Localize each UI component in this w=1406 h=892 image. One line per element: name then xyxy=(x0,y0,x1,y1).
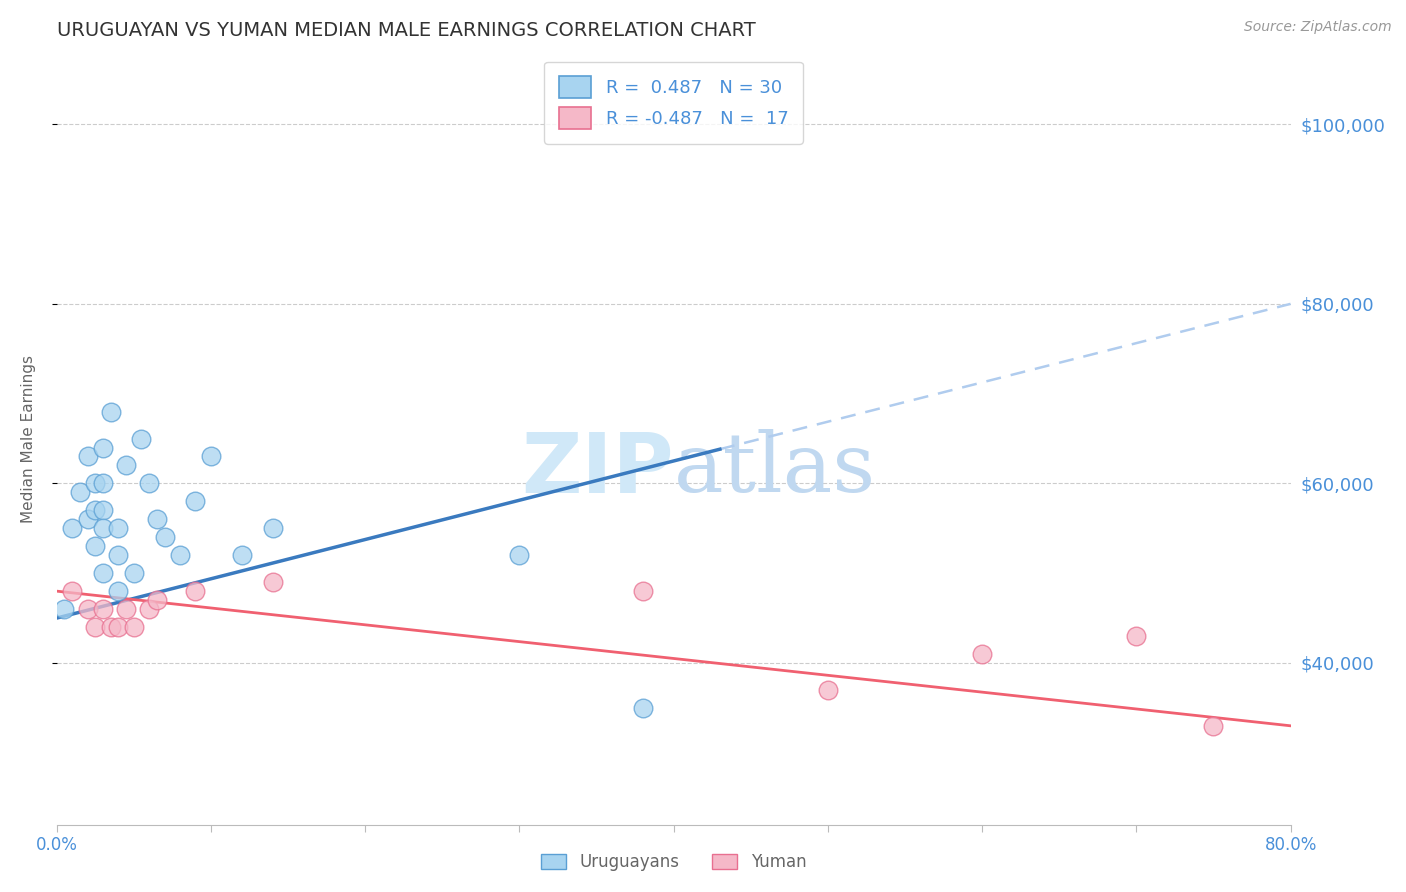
Y-axis label: Median Male Earnings: Median Male Earnings xyxy=(21,354,35,523)
Point xyxy=(184,584,207,599)
Point xyxy=(107,584,129,599)
Point xyxy=(138,476,160,491)
Point xyxy=(146,593,169,607)
Point xyxy=(508,548,530,562)
Text: Source: ZipAtlas.com: Source: ZipAtlas.com xyxy=(1244,20,1392,34)
Point xyxy=(84,476,107,491)
Point xyxy=(107,521,129,535)
Point xyxy=(69,485,91,500)
Point xyxy=(122,566,145,581)
Point xyxy=(84,620,107,634)
Point xyxy=(76,602,98,616)
Point xyxy=(100,404,122,418)
Point xyxy=(91,441,114,455)
Point xyxy=(60,521,83,535)
Point xyxy=(131,432,153,446)
Point xyxy=(60,584,83,599)
Point xyxy=(146,512,169,526)
Point xyxy=(231,548,253,562)
Point xyxy=(107,620,129,634)
Point xyxy=(153,530,176,544)
Point xyxy=(631,701,654,715)
Point xyxy=(91,566,114,581)
Point xyxy=(817,682,839,697)
Point xyxy=(100,620,122,634)
Point xyxy=(91,503,114,517)
Text: ZIP: ZIP xyxy=(522,429,673,510)
Point xyxy=(91,521,114,535)
Point xyxy=(84,503,107,517)
Point xyxy=(76,512,98,526)
Point xyxy=(631,584,654,599)
Point xyxy=(200,450,222,464)
Point xyxy=(122,620,145,634)
Text: atlas: atlas xyxy=(673,429,876,509)
Point xyxy=(76,450,98,464)
Point xyxy=(115,458,138,473)
Point xyxy=(972,647,994,661)
Point xyxy=(1202,719,1225,733)
Legend: Uruguayans, Yuman: Uruguayans, Yuman xyxy=(534,847,813,878)
Point xyxy=(138,602,160,616)
Point xyxy=(262,521,284,535)
Point xyxy=(184,494,207,508)
Point xyxy=(91,602,114,616)
Point xyxy=(107,548,129,562)
Point xyxy=(169,548,191,562)
Point xyxy=(84,539,107,553)
Point xyxy=(53,602,76,616)
Point xyxy=(115,602,138,616)
Point xyxy=(91,476,114,491)
Text: URUGUAYAN VS YUMAN MEDIAN MALE EARNINGS CORRELATION CHART: URUGUAYAN VS YUMAN MEDIAN MALE EARNINGS … xyxy=(56,21,755,40)
Point xyxy=(262,575,284,590)
Point xyxy=(1125,629,1147,643)
